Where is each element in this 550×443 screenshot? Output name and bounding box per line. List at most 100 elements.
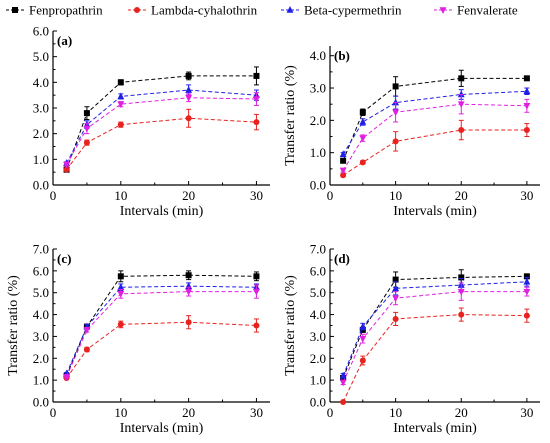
y-tick-label: 1.0 xyxy=(310,373,326,388)
series-line xyxy=(342,103,527,171)
x-tick-label: 10 xyxy=(114,405,127,420)
data-point xyxy=(340,399,347,405)
x-tick-label: 0 xyxy=(327,405,334,420)
y-axis-title: Transfer ratio (%) xyxy=(283,65,298,166)
y-tick-label: 0.0 xyxy=(33,178,49,193)
series-fenpropathrin xyxy=(340,269,530,381)
series-lambda-cyhalothrin xyxy=(340,307,530,405)
data-point xyxy=(458,75,465,82)
data-point xyxy=(340,172,347,179)
y-tick-label: 3.0 xyxy=(310,329,326,344)
series-line xyxy=(66,75,257,170)
data-point xyxy=(339,371,347,379)
data-point xyxy=(185,272,192,279)
data-point xyxy=(253,273,260,280)
panel-a: 0.0 1.0 2.0 3.0 4.0 5.0 6.0 0 10 20 30 Intervals (m… xyxy=(33,24,270,219)
series-fenvalerate xyxy=(63,284,260,381)
data-point xyxy=(83,139,90,146)
data-point xyxy=(392,284,400,292)
data-point xyxy=(339,167,347,175)
panel-label: (a) xyxy=(57,33,72,48)
data-point xyxy=(392,315,399,322)
series-line xyxy=(342,77,527,161)
x-tick-label: 30 xyxy=(520,405,533,420)
series-line xyxy=(342,291,527,383)
y-tick-label: 0.0 xyxy=(310,395,326,410)
y-tick-label: 4.0 xyxy=(310,48,326,63)
data-point xyxy=(340,157,347,164)
data-point xyxy=(117,92,125,100)
data-point xyxy=(457,288,465,296)
data-point xyxy=(458,311,465,318)
series-line xyxy=(342,90,527,155)
series-line xyxy=(66,117,257,170)
data-point xyxy=(458,127,465,134)
series-line xyxy=(342,281,527,376)
data-point xyxy=(185,86,193,93)
series-fenvalerate xyxy=(339,282,531,387)
data-point xyxy=(117,273,124,280)
y-tick-label: 2.0 xyxy=(33,351,49,366)
y-tick-label: 5.0 xyxy=(33,285,49,300)
data-point xyxy=(63,161,70,169)
y-axis-title: Transfer ratio (%) xyxy=(6,275,21,376)
data-point xyxy=(523,288,531,296)
data-point xyxy=(117,79,124,86)
series-fenvalerate xyxy=(339,93,531,175)
series-fenvalerate xyxy=(63,92,260,169)
series-beta-cypermethrin xyxy=(63,282,260,377)
data-point xyxy=(458,274,465,281)
legend-label: Fenvalerate xyxy=(457,3,518,18)
data-point xyxy=(339,150,347,158)
data-point xyxy=(359,357,366,364)
y-tick-label: 7.0 xyxy=(310,242,326,257)
y-tick-label: 1.0 xyxy=(310,145,326,160)
series-lambda-cyhalothrin xyxy=(63,108,260,173)
data-point xyxy=(457,90,465,98)
series-fenpropathrin xyxy=(340,69,530,164)
x-tick-label: 0 xyxy=(50,188,57,203)
y-tick-label: 6.0 xyxy=(310,263,326,278)
panel-c: 0.0 1.0 2.0 3.0 4.0 5.0 6.0 7.0 0 10 20 30 Intervals… xyxy=(6,242,270,436)
x-tick-label: 30 xyxy=(250,405,263,420)
x-tick-label: 0 xyxy=(50,405,57,420)
data-point xyxy=(359,322,367,330)
data-point xyxy=(63,166,70,173)
panel-label: (c) xyxy=(57,251,71,266)
series-beta-cypermethrin xyxy=(339,87,531,158)
legend-label: Fenpropathrin xyxy=(29,3,103,18)
series-line xyxy=(66,291,257,378)
data-point xyxy=(392,276,399,283)
series-beta-cypermethrin xyxy=(63,84,260,166)
legend-marker xyxy=(439,7,447,14)
legend: Fenpropathrin Lambda-cyhalothrin Beta-cype… xyxy=(6,3,518,18)
y-tick-label: 5.0 xyxy=(310,285,326,300)
data-point xyxy=(392,98,400,106)
y-tick-label: 5.0 xyxy=(33,49,49,64)
series-line xyxy=(66,97,257,165)
series-line xyxy=(342,314,527,403)
y-tick-label: 1.0 xyxy=(33,373,49,388)
y-tick-label: 7.0 xyxy=(33,242,49,257)
data-point xyxy=(359,117,367,125)
x-tick-label: 10 xyxy=(389,188,402,203)
x-tick-label: 10 xyxy=(114,188,127,203)
y-tick-label: 4.0 xyxy=(33,75,49,90)
y-tick-label: 3.0 xyxy=(310,81,326,96)
series-line xyxy=(66,285,257,374)
y-tick-label: 2.0 xyxy=(310,351,326,366)
x-axis-title: Intervals (min) xyxy=(393,204,477,219)
data-point xyxy=(185,115,192,122)
data-point xyxy=(185,94,193,102)
y-tick-label: 0.0 xyxy=(310,178,326,193)
data-point xyxy=(359,335,367,343)
x-tick-label: 20 xyxy=(182,188,195,203)
series-fenpropathrin xyxy=(63,66,260,173)
legend-label: Beta-cypermethrin xyxy=(304,3,402,18)
x-tick-label: 0 xyxy=(327,188,334,203)
panel-label: (b) xyxy=(334,48,350,63)
data-point xyxy=(392,295,400,303)
y-tick-label: 3.0 xyxy=(33,101,49,116)
x-tick-label: 20 xyxy=(182,405,195,420)
data-point xyxy=(523,273,530,280)
